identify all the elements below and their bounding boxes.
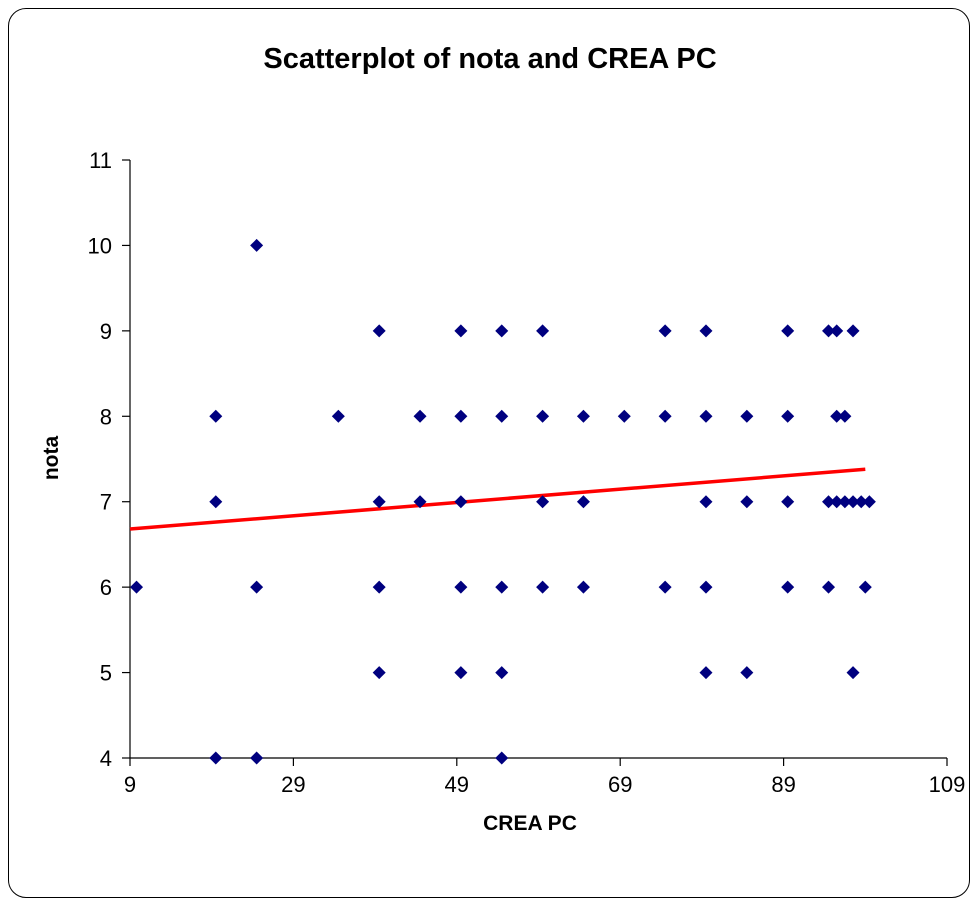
data-point (740, 409, 754, 423)
data-point (495, 666, 509, 680)
x-tick-label: 9 (124, 772, 136, 797)
data-point (454, 409, 468, 423)
data-point (822, 324, 836, 338)
trendline (129, 467, 866, 531)
x-tick-label: 69 (608, 772, 632, 797)
y-tick-label: 9 (100, 319, 112, 344)
data-point (854, 495, 868, 509)
data-points (130, 238, 876, 765)
y-tick-label: 7 (100, 490, 112, 515)
data-point (250, 238, 264, 252)
x-tick-label: 109 (929, 772, 966, 797)
y-axis-title: nota (40, 436, 63, 481)
data-point (372, 324, 386, 338)
data-point (740, 666, 754, 680)
y-tick-label: 4 (100, 746, 112, 771)
x-tick-label: 29 (281, 772, 305, 797)
data-point (740, 495, 754, 509)
data-point (658, 324, 672, 338)
data-point (846, 495, 860, 509)
data-point (372, 666, 386, 680)
trendline-layer (129, 467, 866, 531)
data-point (830, 409, 844, 423)
data-point (495, 409, 509, 423)
data-point (331, 409, 345, 423)
data-point (454, 495, 468, 509)
data-point (838, 495, 852, 509)
data-point (781, 409, 795, 423)
chart-title: Scatterplot of nota and CREA PC (263, 43, 716, 75)
data-point (699, 409, 713, 423)
data-point (209, 751, 223, 765)
data-point (454, 324, 468, 338)
y-tick-label: 6 (100, 575, 112, 600)
data-point (617, 409, 631, 423)
data-point (495, 324, 509, 338)
data-point (838, 409, 852, 423)
data-point (454, 580, 468, 594)
data-point (699, 580, 713, 594)
data-point (576, 495, 590, 509)
data-point (781, 495, 795, 509)
data-point (576, 580, 590, 594)
data-point (781, 580, 795, 594)
data-point (658, 580, 672, 594)
x-axis-title: CREA PC (483, 812, 577, 835)
x-tick-label: 89 (771, 772, 795, 797)
data-point (413, 409, 427, 423)
data-point (858, 580, 872, 594)
data-point (830, 324, 844, 338)
chart-frame (8, 8, 970, 898)
y-tick-label: 5 (100, 661, 112, 686)
data-point (822, 495, 836, 509)
data-point (862, 495, 876, 509)
data-point (781, 324, 795, 338)
data-point (495, 580, 509, 594)
data-point (658, 409, 672, 423)
y-tick-label: 11 (89, 148, 112, 173)
data-point (372, 495, 386, 509)
y-tick-label: 10 (88, 233, 112, 258)
x-tick-label: 49 (445, 772, 469, 797)
data-point (822, 580, 836, 594)
data-point (536, 580, 550, 594)
data-point (846, 666, 860, 680)
data-point (536, 324, 550, 338)
data-point (372, 580, 386, 594)
data-point (846, 324, 860, 338)
data-point (699, 666, 713, 680)
data-point (130, 580, 144, 594)
y-tick-label: 8 (100, 404, 112, 429)
data-point (250, 751, 264, 765)
data-point (699, 495, 713, 509)
data-point (536, 495, 550, 509)
data-point (699, 324, 713, 338)
data-point (250, 580, 264, 594)
data-point (413, 495, 427, 509)
data-point (536, 409, 550, 423)
data-point (830, 495, 844, 509)
data-point (454, 666, 468, 680)
data-point (209, 495, 223, 509)
data-point (209, 409, 223, 423)
data-point (576, 409, 590, 423)
data-point (495, 751, 509, 765)
